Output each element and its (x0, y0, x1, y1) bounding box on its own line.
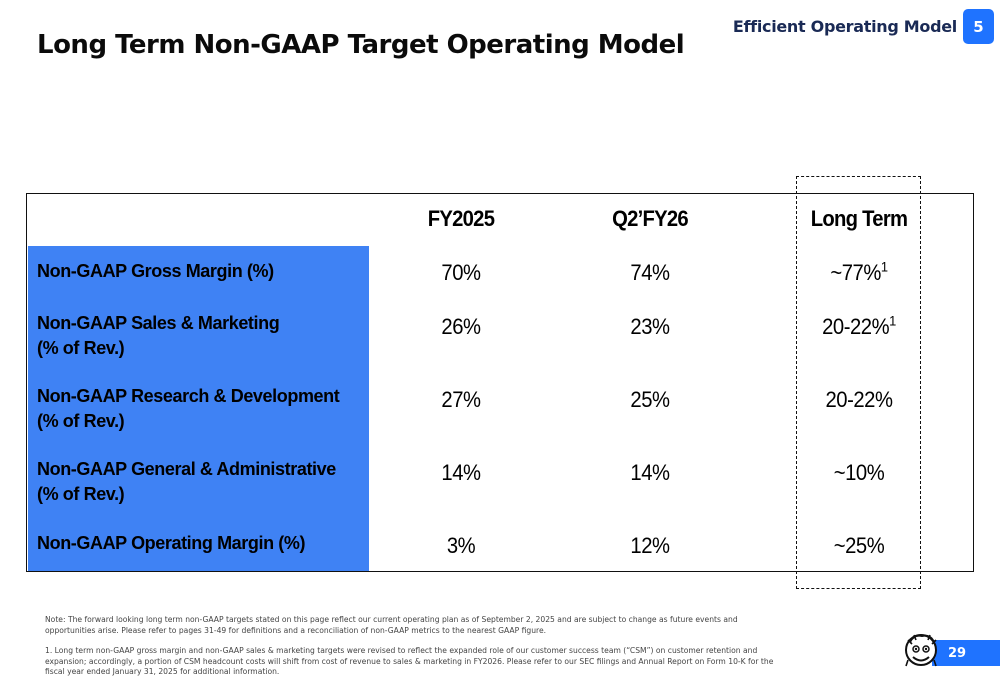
cell-value: ~77% (830, 260, 881, 285)
row-label-line: Non-GAAP Operating Margin (%) (37, 533, 306, 553)
operating-model-table (26, 193, 974, 572)
cell-q2fy26: 74% (630, 260, 670, 285)
cell-q2fy26: 25% (630, 387, 670, 412)
cell-long-term: 20-22% (825, 387, 893, 412)
table-row-label: Non-GAAP General & Administrative (% of … (37, 457, 336, 507)
row-label-line: (% of Rev.) (37, 484, 125, 504)
cell-long-term: ~25% (833, 533, 885, 558)
column-header-fy2025: FY2025 (427, 206, 495, 231)
cell-q2fy26: 12% (630, 533, 670, 558)
footnote-marker: 1 (889, 312, 896, 329)
footnote-1: 1. Long term non-GAAP gross margin and n… (45, 646, 774, 676)
disclaimer-note: Note: The forward looking long term non-… (45, 615, 738, 635)
long-term-highlight-box (796, 176, 921, 589)
section-number-badge: 5 (963, 9, 994, 44)
table-row-label: Non-GAAP Gross Margin (%) (37, 259, 274, 284)
table-row-label: Non-GAAP Sales & Marketing (% of Rev.) (37, 311, 280, 361)
row-label-line: Non-GAAP Sales & Marketing (37, 313, 280, 333)
cell-fy2025: 27% (441, 387, 481, 412)
column-header-long-term: Long Term (810, 206, 908, 231)
column-header-q2fy26: Q2’FY26 (612, 206, 689, 231)
cell-value: 20-22% (822, 314, 890, 339)
row-label-line: (% of Rev.) (37, 411, 125, 431)
row-label-line: (% of Rev.) (37, 338, 125, 358)
row-label-line: Non-GAAP General & Administrative (37, 459, 336, 479)
row-label-line: Non-GAAP Research & Development (37, 386, 340, 406)
page-number: 29 (932, 640, 1000, 666)
cell-long-term: ~77%1 (767, 260, 951, 286)
row-label-line: Non-GAAP Gross Margin (%) (37, 261, 274, 281)
section-label: Efficient Operating Model (732, 17, 957, 36)
cell-fy2025: 3% (446, 533, 476, 558)
page-title: Long Term Non-GAAP Target Operating Mode… (37, 30, 685, 60)
table-row-label: Non-GAAP Operating Margin (%) (37, 531, 305, 556)
row-label-column (28, 246, 369, 571)
mascot-logo-icon (905, 634, 937, 667)
table-row-label: Non-GAAP Research & Development (% of Re… (37, 384, 340, 434)
cell-q2fy26: 23% (630, 314, 670, 339)
cell-fy2025: 26% (441, 314, 481, 339)
cell-q2fy26: 14% (630, 460, 670, 485)
footnote-marker: 1 (880, 258, 888, 275)
cell-long-term: ~10% (833, 460, 885, 485)
cell-long-term: 20-22%1 (767, 314, 951, 340)
cell-fy2025: 14% (441, 460, 481, 485)
cell-fy2025: 70% (441, 260, 481, 285)
